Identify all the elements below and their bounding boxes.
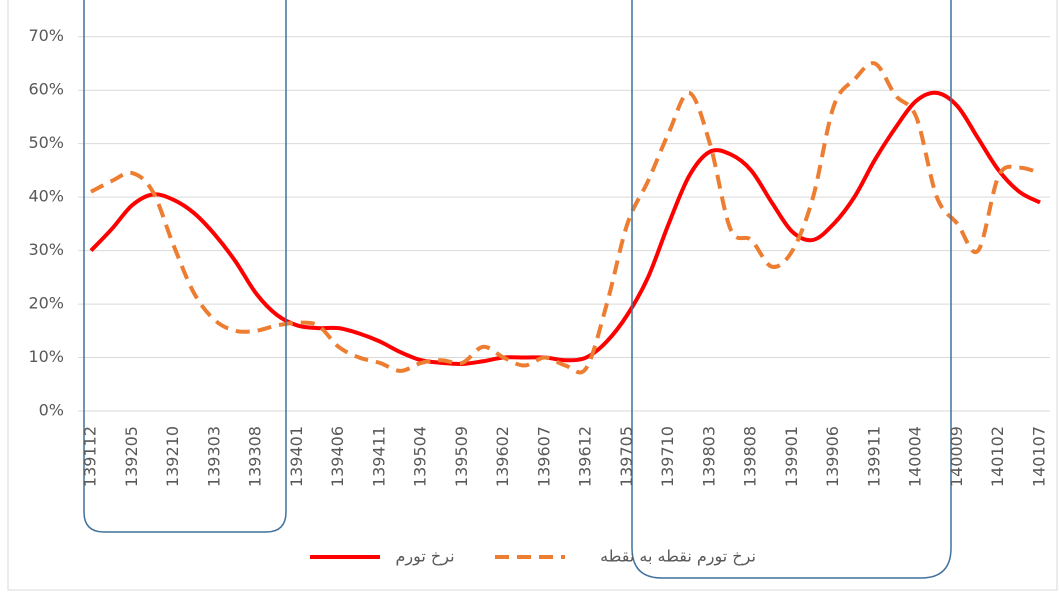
y-tick-label: 70%: [28, 26, 64, 45]
x-tick-label: 139205: [122, 426, 141, 487]
x-tick-label: 139406: [328, 426, 347, 487]
y-tick-label: 40%: [28, 187, 64, 206]
y-tick-label: 50%: [28, 133, 64, 152]
highlight-box: [83, 0, 287, 533]
y-tick-label: 10%: [28, 347, 64, 366]
x-tick-label: 139710: [658, 426, 677, 487]
x-tick-label: 139901: [782, 426, 801, 487]
x-tick-label: 140107: [1030, 426, 1049, 487]
x-tick-label: 139602: [493, 426, 512, 487]
y-tick-label: 0%: [39, 401, 64, 420]
x-tick-label: 139411: [369, 426, 388, 487]
series-line: [89, 90, 1041, 367]
x-tick-label: 140004: [906, 426, 925, 487]
x-tick-label: 139210: [163, 426, 182, 487]
x-tick-label: 139911: [864, 426, 883, 487]
x-tick-label: 139803: [699, 426, 718, 487]
x-tick-label: 139308: [246, 426, 265, 487]
y-tick-label: 20%: [28, 294, 64, 313]
highlight-box: [631, 0, 952, 579]
x-tick-label: 139504: [411, 426, 430, 487]
series-line: [90, 61, 1041, 375]
legend-label: نرخ تورم نقطه به نقطه: [600, 547, 756, 567]
y-tick-label: 60%: [28, 80, 64, 99]
x-tick-label: 139112: [81, 426, 100, 487]
chart-border: [7, 0, 1058, 591]
x-tick-label: 139401: [287, 426, 306, 487]
x-tick-label: 139303: [204, 426, 223, 487]
x-tick-label: 139906: [823, 426, 842, 487]
x-tick-label: 139509: [452, 426, 471, 487]
x-tick-label: 139808: [741, 426, 760, 487]
x-tick-label: 139705: [617, 426, 636, 487]
x-tick-label: 140102: [988, 426, 1007, 487]
x-tick-label: 140009: [947, 426, 966, 487]
x-tick-label: 139607: [534, 426, 553, 487]
x-tick-label: 139612: [576, 426, 595, 487]
legend-label: نرخ تورم: [395, 547, 454, 567]
y-tick-label: 30%: [28, 240, 64, 259]
